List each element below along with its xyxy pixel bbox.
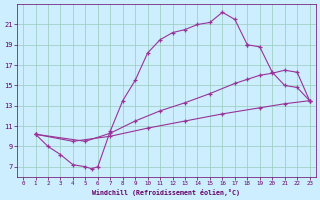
X-axis label: Windchill (Refroidissement éolien,°C): Windchill (Refroidissement éolien,°C) <box>92 189 240 196</box>
